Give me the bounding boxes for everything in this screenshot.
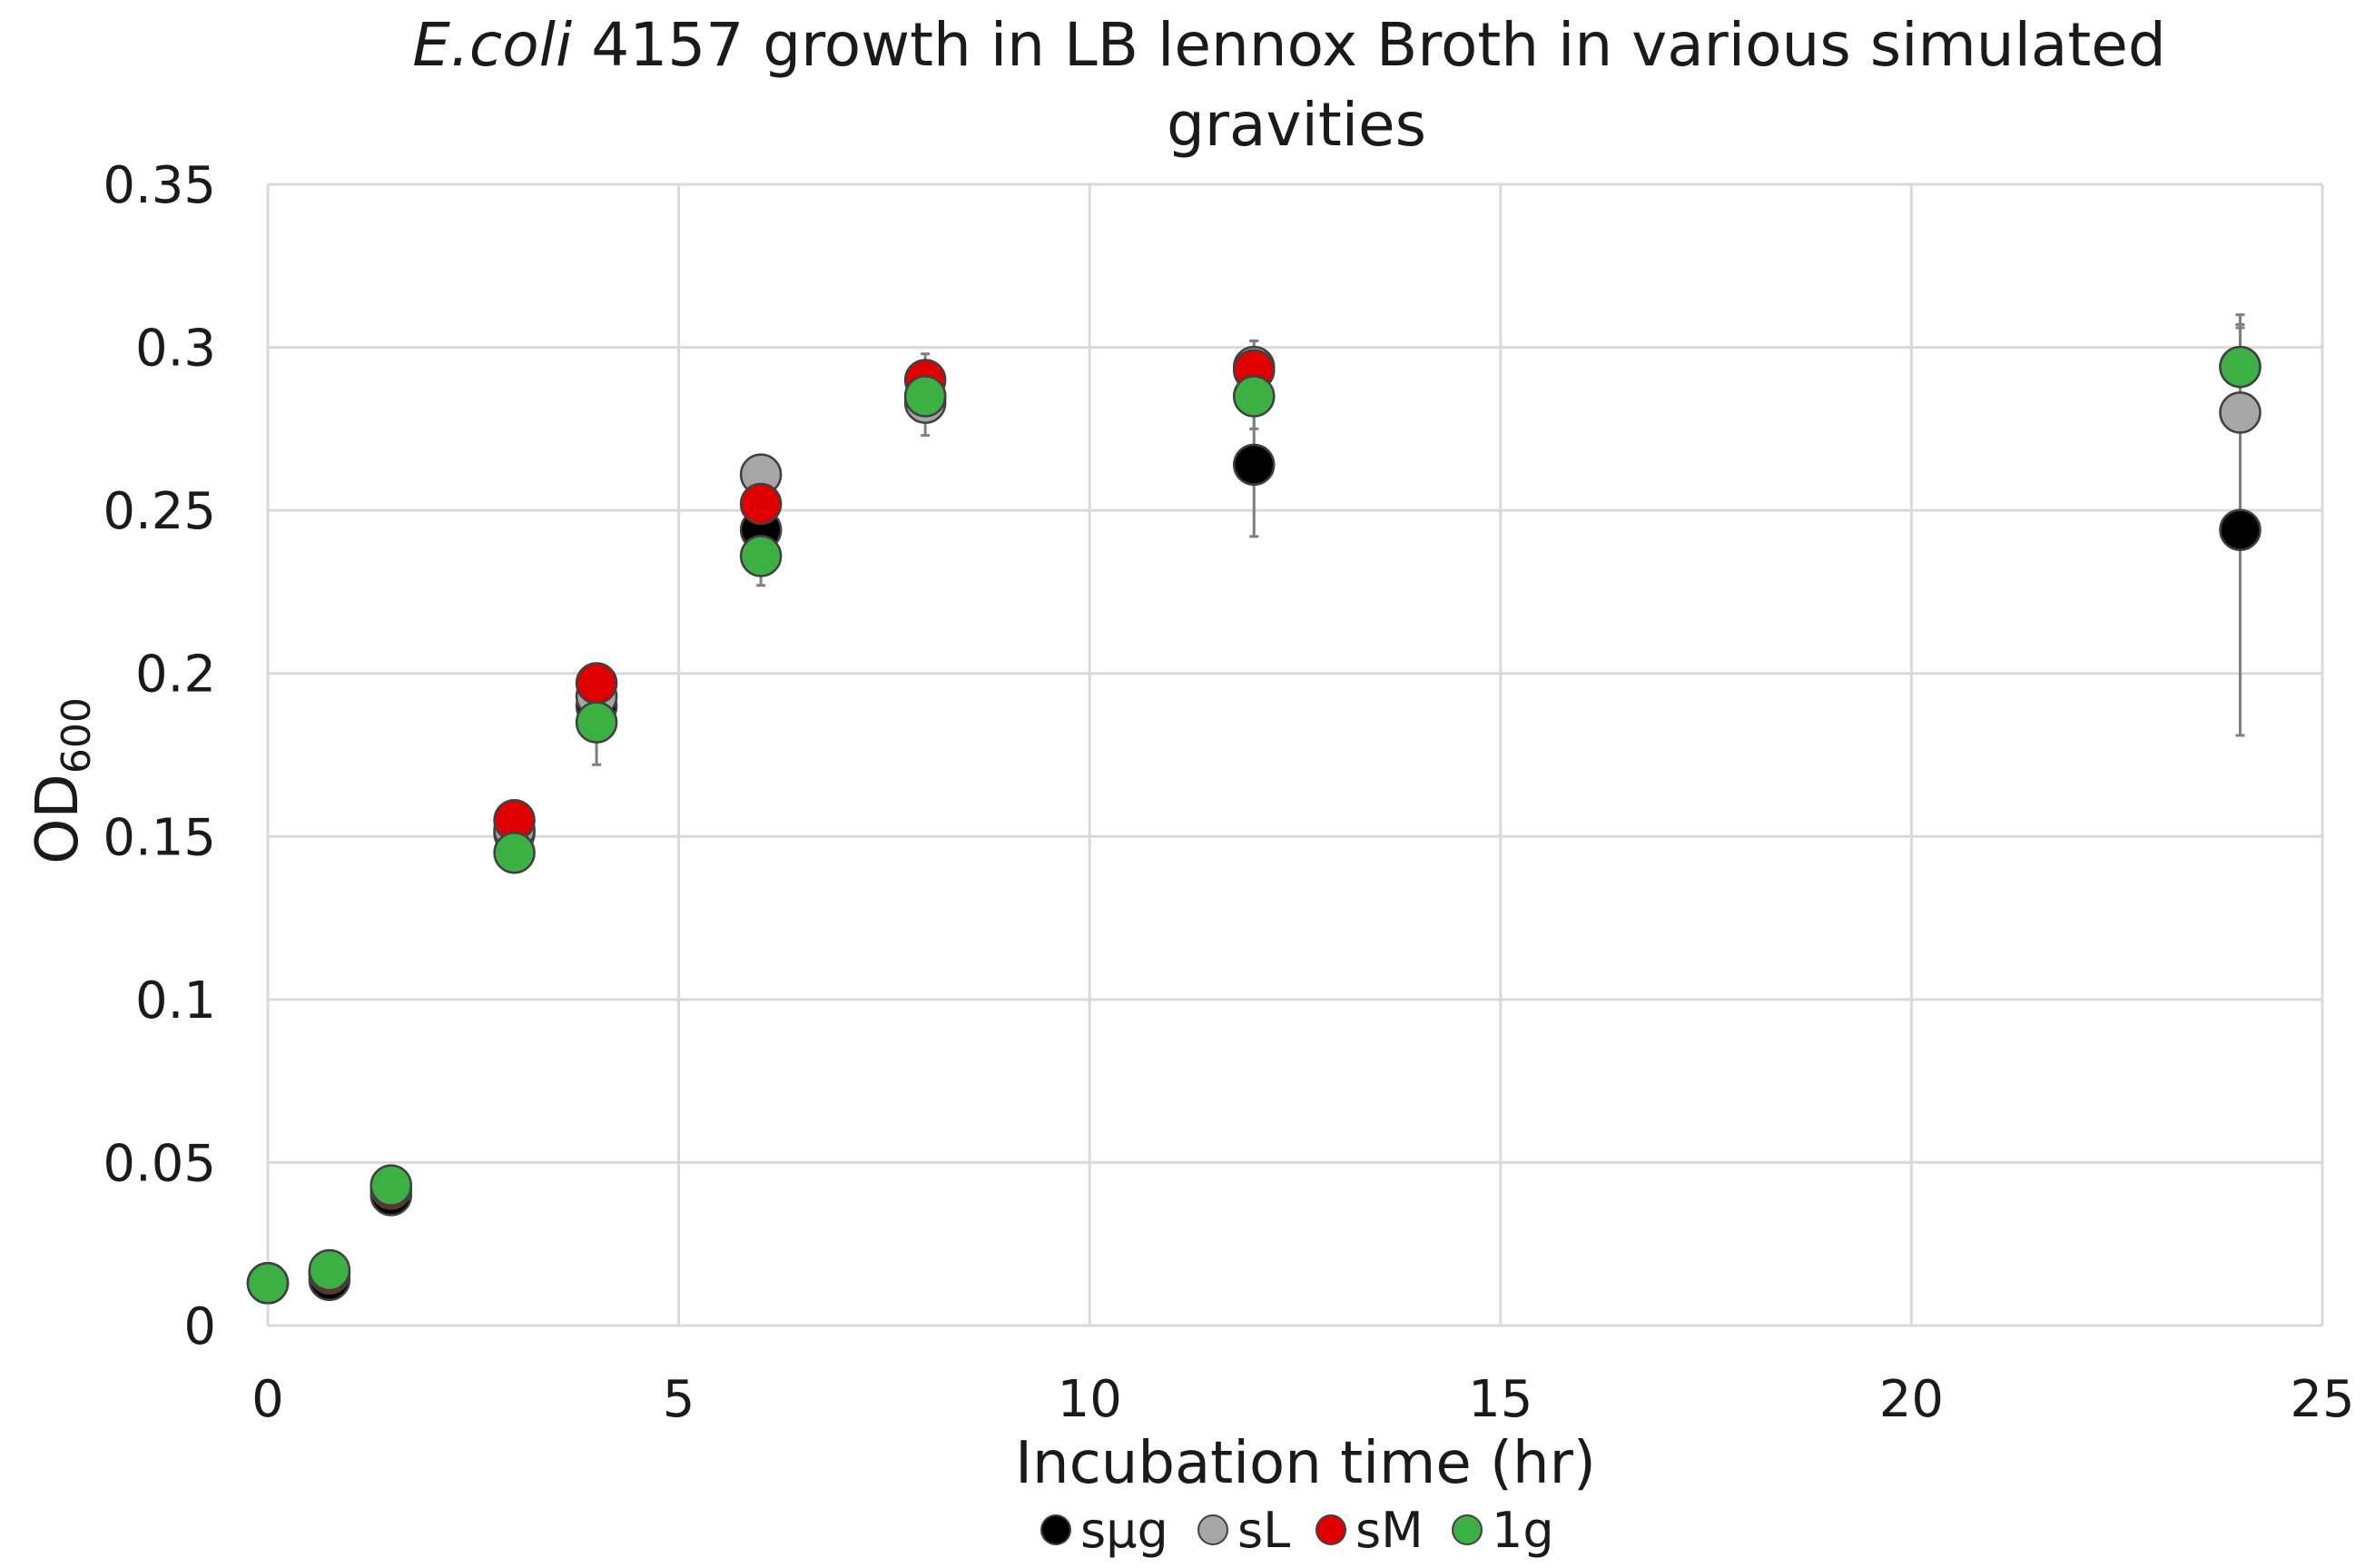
y-axis-label-main: OD <box>25 774 92 864</box>
y-tick-label: 0.15 <box>103 808 216 867</box>
y-tick-label: 0.35 <box>103 156 216 215</box>
data-point <box>2219 391 2262 434</box>
y-tick-label: 0.05 <box>103 1134 216 1193</box>
y-tick-label: 0 <box>183 1297 216 1356</box>
data-point <box>575 701 618 744</box>
data-point <box>1232 443 1276 487</box>
legend-label: sL <box>1237 1502 1290 1559</box>
data-point <box>575 662 618 705</box>
y-axis-label: OD600 <box>25 697 100 864</box>
x-axis-label: Incubation time (hr) <box>1015 1430 1596 1497</box>
chart-title-line1: E.coli 4157 growth in LB lennox Broth in… <box>412 10 2165 80</box>
chart-title: E.coli 4157 growth in LB lennox Broth in… <box>412 10 2165 160</box>
legend-label: 1g <box>1492 1502 1554 1559</box>
y-tick-label: 0.1 <box>135 971 216 1031</box>
x-tick-label: 25 <box>2290 1370 2354 1429</box>
error-bars <box>324 313 2245 1285</box>
data-point <box>739 535 783 577</box>
data-points <box>246 345 2262 1305</box>
legend-label: sM <box>1355 1502 1424 1559</box>
y-tick-label: 0.2 <box>135 646 216 705</box>
y-tick-label: 0.3 <box>135 320 216 379</box>
data-point <box>739 482 783 526</box>
legend: sμg sL sM 1g <box>1040 1502 1554 1559</box>
legend-marker <box>1040 1514 1071 1545</box>
chart-title-line2: gravities <box>1167 90 1426 160</box>
data-point <box>903 375 947 418</box>
data-point <box>493 831 536 874</box>
data-point <box>1232 375 1276 418</box>
x-tick-label: 5 <box>663 1370 695 1429</box>
legend-marker <box>1316 1514 1346 1545</box>
data-point <box>246 1262 290 1305</box>
x-tick-labels: 0 5 10 15 20 25 <box>251 1370 2354 1429</box>
data-point <box>370 1164 413 1207</box>
legend-marker <box>1197 1514 1228 1545</box>
data-point <box>2219 508 2262 551</box>
legend-marker <box>1452 1514 1483 1545</box>
data-point <box>308 1248 351 1292</box>
y-tick-labels: 0 0.05 0.1 0.15 0.2 0.25 0.3 0.35 <box>103 156 216 1356</box>
chart-title-italic: E.coli <box>412 10 573 80</box>
x-tick-label: 20 <box>1879 1370 1944 1429</box>
y-axis-label-subscript: 600 <box>54 697 100 774</box>
grid <box>266 182 2324 1327</box>
x-tick-label: 15 <box>1468 1370 1532 1429</box>
x-tick-label: 10 <box>1058 1370 1122 1429</box>
data-point <box>2219 345 2262 389</box>
y-tick-label: 0.25 <box>103 482 216 541</box>
x-tick-label: 0 <box>251 1370 284 1429</box>
legend-label: sμg <box>1080 1502 1168 1559</box>
chart-title-rest: 4157 growth in LB lennox Broth in variou… <box>572 10 2165 80</box>
